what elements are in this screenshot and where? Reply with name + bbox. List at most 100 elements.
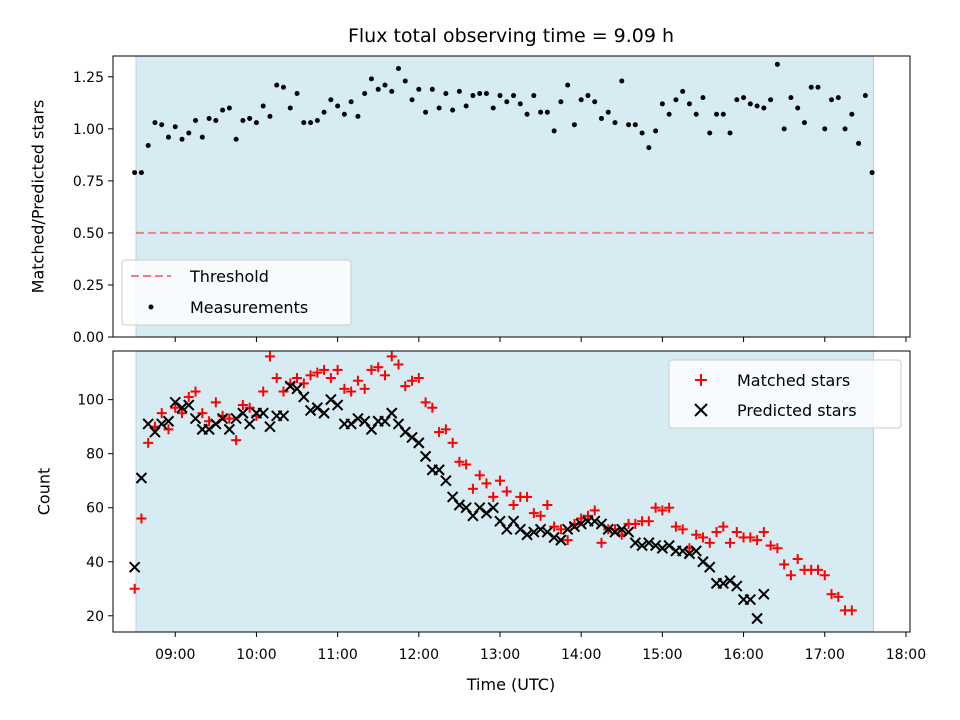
matched-stars-point [582, 510, 593, 521]
predicted-stars-point [528, 526, 540, 538]
predicted-stars-point [162, 415, 175, 427]
matched-stars-point [427, 402, 438, 413]
measurements-point [497, 93, 503, 99]
matched-stars-point [413, 373, 424, 384]
measurements-point [578, 97, 584, 103]
matched-stars-point [292, 373, 303, 384]
predicted-stars-point [636, 539, 648, 552]
matched-stars-point [765, 540, 776, 551]
y-tick-label: 0.00 [73, 330, 104, 346]
predicted-stars-point [616, 523, 628, 536]
predicted-stars-point [440, 474, 452, 487]
predicted-stars-point-d2 [223, 423, 236, 436]
predicted-stars-point [237, 407, 249, 419]
predicted-stars-point [135, 472, 148, 484]
measurements-point [165, 134, 171, 140]
measurements-point [727, 130, 733, 136]
y-tick-label: 20 [86, 609, 104, 625]
matched-stars-point [657, 505, 668, 516]
measurements-point [308, 120, 314, 126]
measurements-point [301, 120, 307, 126]
predicted-stars-point [352, 412, 364, 425]
measurements-point [470, 93, 476, 99]
matched-stars-point [718, 521, 729, 532]
predicted-stars-point-d2 [541, 526, 554, 538]
x-tick-label: 15:00 [642, 647, 682, 663]
predicted-stars-point-d2 [189, 412, 202, 425]
measurements-point [443, 90, 449, 96]
legend-measurements-swatch [148, 304, 154, 310]
count-panel: 20 40 60 80 100 09:00 10:00 11:00 12:00 13:00 14:… [35, 350, 926, 694]
measurements-point [199, 134, 205, 140]
predicted-stars-point [433, 464, 445, 476]
matched-stars-point [346, 386, 357, 397]
predicted-stars-point-d2 [676, 545, 689, 557]
predicted-stars-point-d2 [751, 612, 763, 625]
measurements-point [375, 86, 381, 92]
measurements-point [558, 99, 564, 105]
measurements-point [612, 120, 618, 126]
measurements-point [396, 65, 402, 71]
predicted-stars-point-d2 [216, 412, 229, 425]
predicted-stars-point-d2 [548, 531, 560, 544]
matched-stars-point [339, 383, 350, 394]
predicted-stars-point-d2 [758, 588, 770, 600]
predicted-stars-point-d2 [453, 499, 466, 511]
predicted-stars-point [717, 577, 729, 590]
predicted-stars-point [419, 450, 432, 463]
predicted-stars-point-d2 [176, 402, 188, 414]
measurements-point [571, 122, 577, 128]
predicted-stars-point-d2 [534, 523, 547, 536]
predicted-stars-point-d2 [257, 407, 269, 419]
predicted-stars-point-d2 [717, 577, 729, 590]
predicted-stars-point-d2 [555, 534, 567, 546]
measurements-point [240, 118, 246, 124]
predicted-stars-point-d2 [697, 556, 709, 568]
matched-stars-point [467, 483, 478, 494]
measurements-point [808, 84, 814, 90]
y-tick-label: 1.00 [73, 122, 104, 138]
predicted-stars-point [216, 412, 229, 425]
count-legend: Matched stars Predicted stars [668, 359, 902, 429]
predicted-stars-point [676, 545, 689, 557]
y-tick-label: 100 [77, 393, 104, 409]
chart-title: Flux total observing time = 9.09 h [348, 25, 674, 47]
measurements-point [436, 105, 442, 111]
matched-stars-point [379, 370, 390, 381]
predicted-stars-point-d2 [602, 523, 614, 536]
measurements-point [639, 130, 645, 136]
matched-stars-point [745, 532, 756, 543]
predicted-stars-point-d2 [643, 537, 655, 549]
predicted-stars-point-d2 [514, 523, 527, 536]
matched-stars-point [833, 591, 844, 602]
predicted-stars-point-d2 [237, 407, 249, 419]
measurements-point [341, 111, 347, 117]
measurements-point [138, 170, 144, 176]
predicted-stars-point-d2 [298, 391, 310, 403]
predicted-stars-point [284, 380, 296, 392]
measurements-point [429, 86, 435, 92]
matched-stars-point [819, 570, 830, 581]
measurements-point [450, 107, 456, 113]
predicted-stars-point-d2 [704, 561, 716, 573]
predicted-stars-point-d2 [487, 502, 499, 514]
ratio-legend-box [121, 259, 352, 326]
predicted-stars-point-d2 [744, 593, 757, 606]
predicted-stars-point-d2 [284, 380, 296, 392]
measurements-point [700, 95, 706, 101]
y-tick-label: 40 [86, 555, 104, 571]
predicted-stars-point [413, 437, 425, 449]
matched-stars-point [352, 375, 363, 386]
matched-stars-point [170, 402, 181, 413]
measurements-point [862, 93, 868, 99]
matched-stars-point [461, 459, 472, 470]
predicted-stars-point-d2 [264, 420, 276, 433]
predicted-stars-point [731, 580, 743, 592]
measurements-point [747, 101, 753, 107]
predicted-stars-point [223, 423, 236, 436]
y-tick-label: 80 [86, 447, 104, 463]
matched-stars-point [589, 505, 600, 516]
matched-stars-point [704, 537, 715, 548]
measurements-point [856, 140, 862, 146]
measurements-point [368, 76, 374, 82]
